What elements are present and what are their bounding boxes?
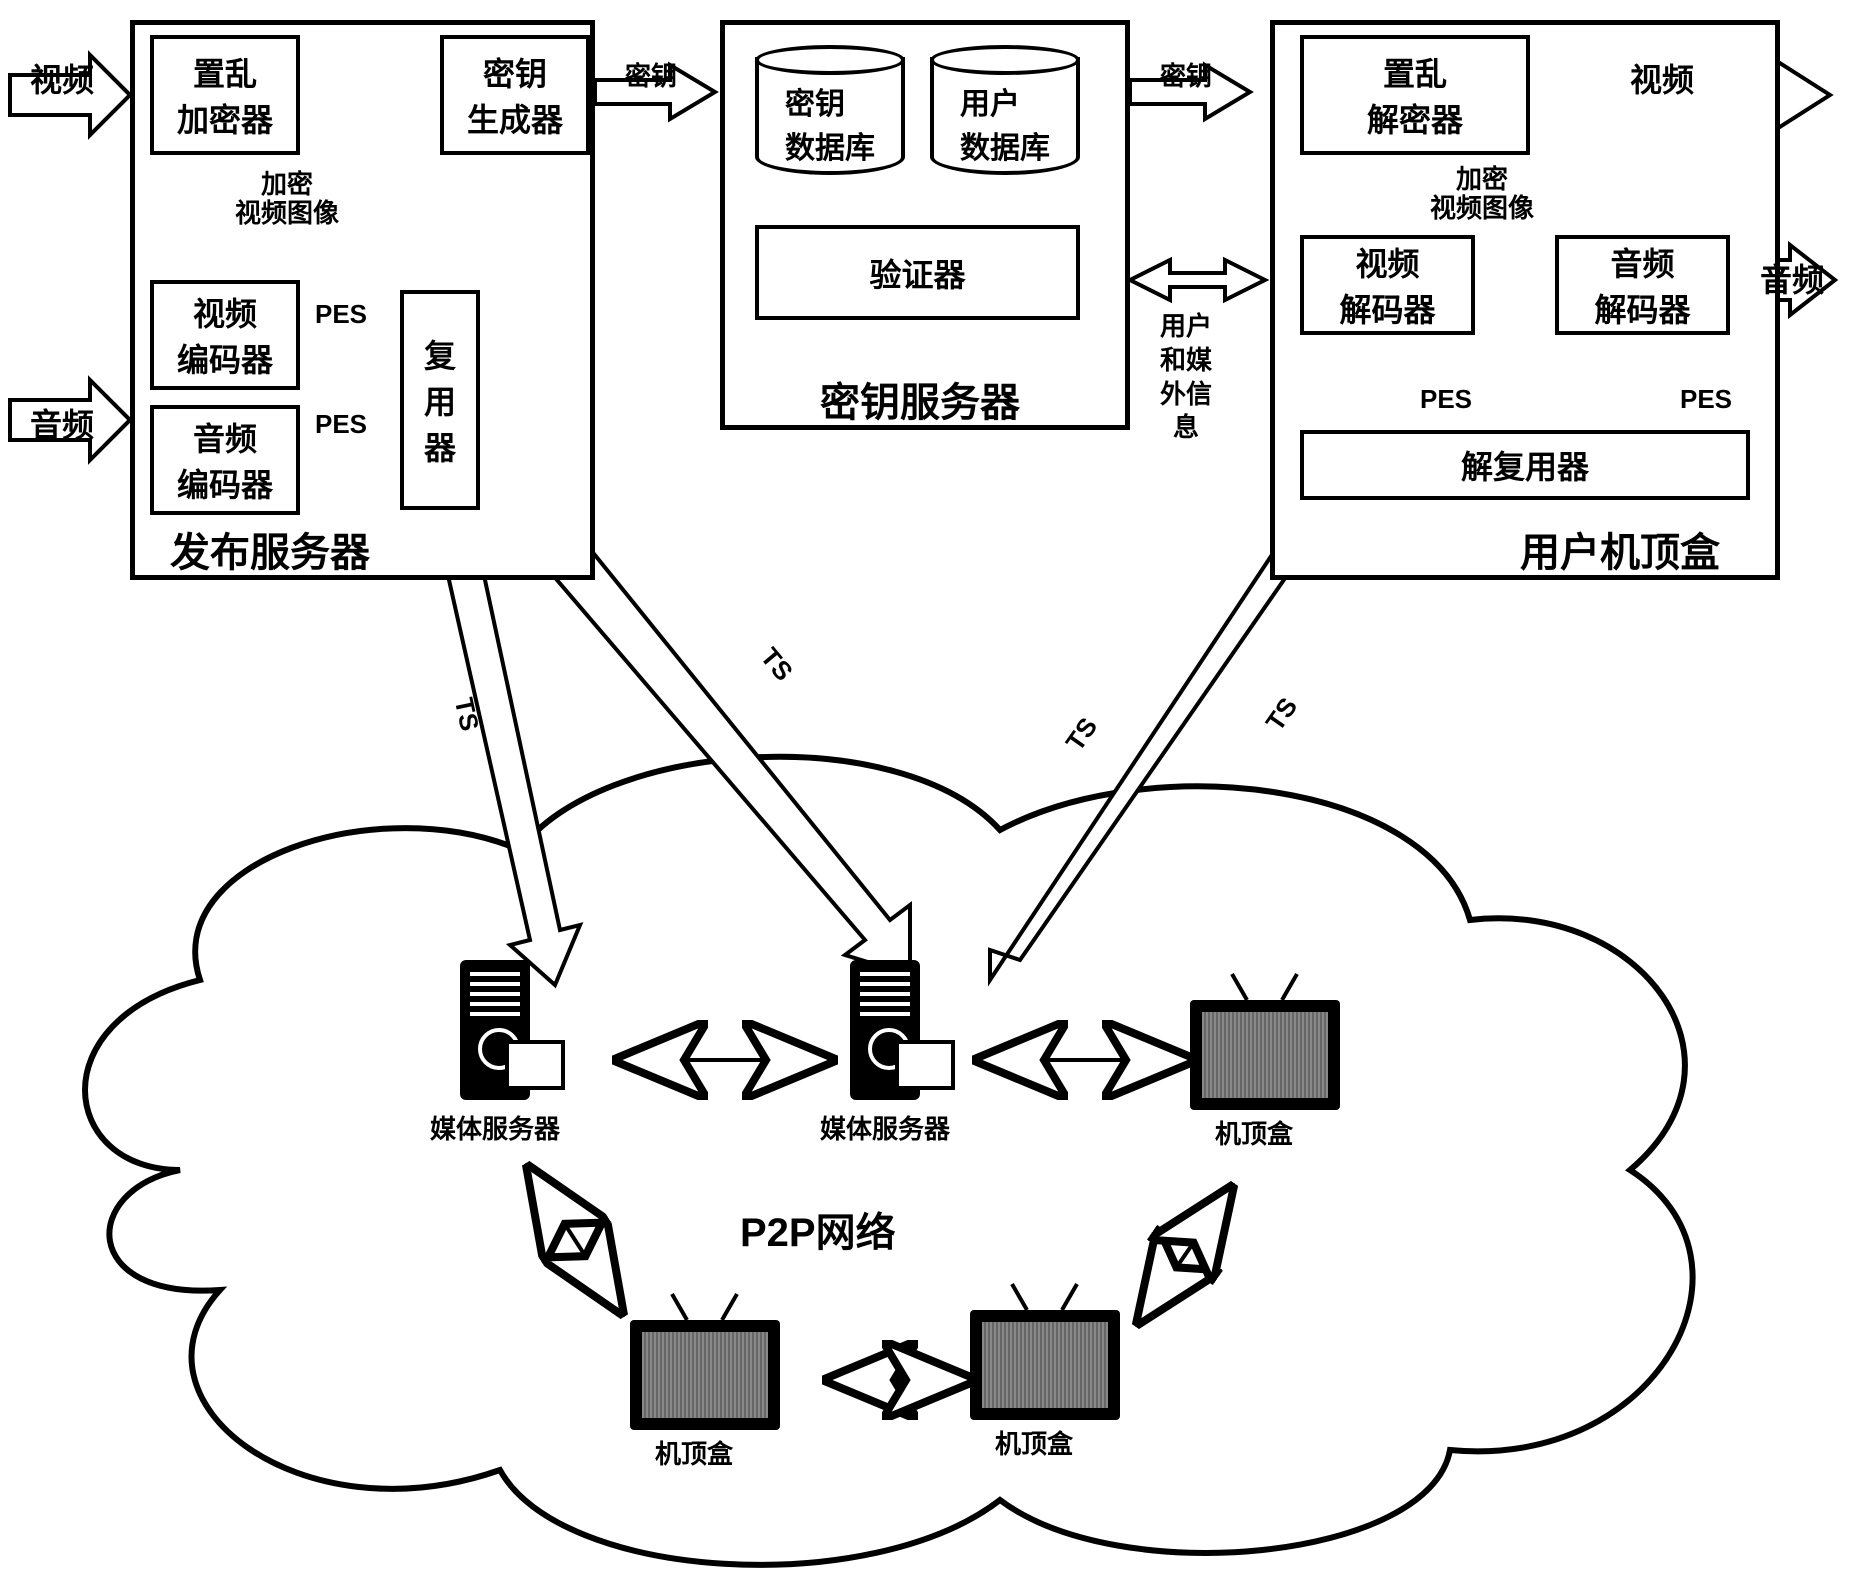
ts-label-3: TS: [1060, 712, 1102, 756]
key-db-cylinder: 密钥 数据库: [755, 45, 905, 175]
stb-tv-3: [970, 1310, 1120, 1420]
enc-video-label-left: 加密 视频图像: [235, 170, 339, 227]
publish-server-title: 发布服务器: [170, 520, 370, 578]
keygen-box: 密钥 生成器: [440, 35, 590, 155]
ts-label-4: TS: [1260, 692, 1302, 736]
stb-tv-2: [630, 1320, 780, 1430]
audio-out-label: 音频: [1760, 255, 1824, 301]
key-server-title: 密钥服务器: [820, 370, 1020, 428]
stb-tv-2-label: 机顶盒: [655, 1440, 733, 1469]
media-server-1-label: 媒体服务器: [430, 1115, 560, 1144]
key-db-label: 密钥 数据库: [785, 79, 875, 167]
enc-video-label-right: 加密 视频图像: [1430, 165, 1534, 222]
media-server-2-label: 媒体服务器: [820, 1115, 950, 1144]
stb-tv-1: [1190, 1000, 1340, 1110]
video-decoder-box: 视频 解码器: [1300, 235, 1475, 335]
pes-label-4: PES: [1680, 385, 1732, 414]
video-out-label: 视频: [1630, 55, 1694, 101]
ts-label-2: TS: [755, 642, 798, 686]
video-in-label: 视频: [30, 55, 94, 101]
ts-label-1: TS: [449, 695, 484, 733]
audio-in-label: 音频: [30, 400, 94, 446]
user-db-label: 用户 数据库: [960, 79, 1050, 167]
key-label-right: 密钥: [1160, 62, 1212, 91]
mux-box: 复 用 器: [400, 290, 480, 510]
audio-decoder-box: 音频 解码器: [1555, 235, 1730, 335]
user-db-cylinder: 用户 数据库: [930, 45, 1080, 175]
stb-title: 用户机顶盒: [1520, 520, 1720, 578]
audio-encoder-box: 音频 编码器: [150, 405, 300, 515]
validator-box: 验证器: [755, 225, 1080, 320]
stb-tv-1-label: 机顶盒: [1215, 1120, 1293, 1149]
p2p-cloud: [85, 757, 1693, 1565]
scrambler-box: 置乱 加密器: [150, 35, 300, 155]
pes-label-2: PES: [315, 410, 367, 439]
pes-label-3: PES: [1420, 385, 1472, 414]
demux-box: 解复用器: [1300, 430, 1750, 500]
descrambler-box: 置乱 解密器: [1300, 35, 1530, 155]
pes-label-1: PES: [315, 300, 367, 329]
stb-tv-3-label: 机顶盒: [995, 1430, 1073, 1459]
video-encoder-box: 视频 编码器: [150, 280, 300, 390]
key-label-left: 密钥: [625, 62, 677, 91]
user-info-label: 用户 和媒 外信 息: [1160, 310, 1212, 445]
p2p-title: P2P网络: [740, 1200, 896, 1258]
